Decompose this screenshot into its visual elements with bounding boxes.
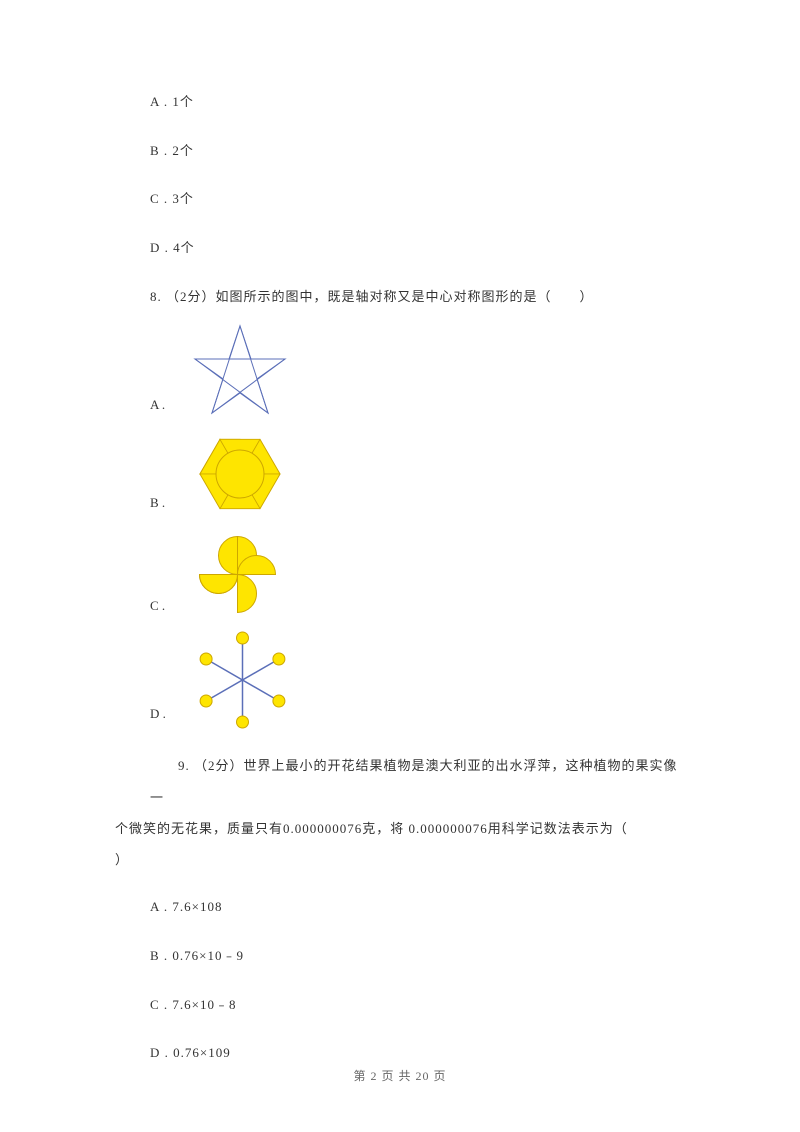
snowflake-icon bbox=[190, 630, 295, 730]
q9-stem: 9. （2分）世界上最小的开花结果植物是澳大利亚的出水浮萍，这种植物的果实像一 … bbox=[150, 750, 685, 875]
q8-option-d-label: D . bbox=[150, 702, 190, 731]
q8-figure-c bbox=[190, 527, 285, 622]
q7-option-a: A . 1个 bbox=[150, 90, 685, 115]
q8-option-c-label: C . bbox=[150, 594, 190, 623]
q8-option-b-label: B . bbox=[150, 491, 190, 520]
q8-option-b-row: B . bbox=[150, 429, 685, 519]
hexagon-pinwheel-icon bbox=[190, 429, 290, 519]
q9-option-a: A . 7.6×108 bbox=[150, 895, 685, 920]
star-icon bbox=[190, 321, 290, 421]
page-footer: 第 2 页 共 20 页 bbox=[0, 1067, 800, 1084]
q8-figure-d bbox=[190, 630, 295, 730]
q7-option-d: D . 4个 bbox=[150, 236, 685, 261]
q7-option-b: B . 2个 bbox=[150, 139, 685, 164]
q7-option-c: C . 3个 bbox=[150, 187, 685, 212]
q8-figure-b bbox=[190, 429, 290, 519]
q9-option-b: B . 0.76×10﹣9 bbox=[150, 944, 685, 969]
q8-figure-a bbox=[190, 321, 290, 421]
q8-option-d-row: D . bbox=[150, 630, 685, 730]
q8-option-c-row: C . bbox=[150, 527, 685, 622]
pinwheel-icon bbox=[190, 527, 285, 622]
q8-option-a-row: A . bbox=[150, 321, 685, 421]
q9-option-c: C . 7.6×10﹣8 bbox=[150, 993, 685, 1018]
q8-stem: 8. （2分）如图所示的图中，既是轴对称又是中心对称图形的是（ ） bbox=[150, 285, 685, 310]
q8-option-a-label: A . bbox=[150, 393, 190, 422]
q9-option-d: D . 0.76×109 bbox=[150, 1041, 685, 1066]
